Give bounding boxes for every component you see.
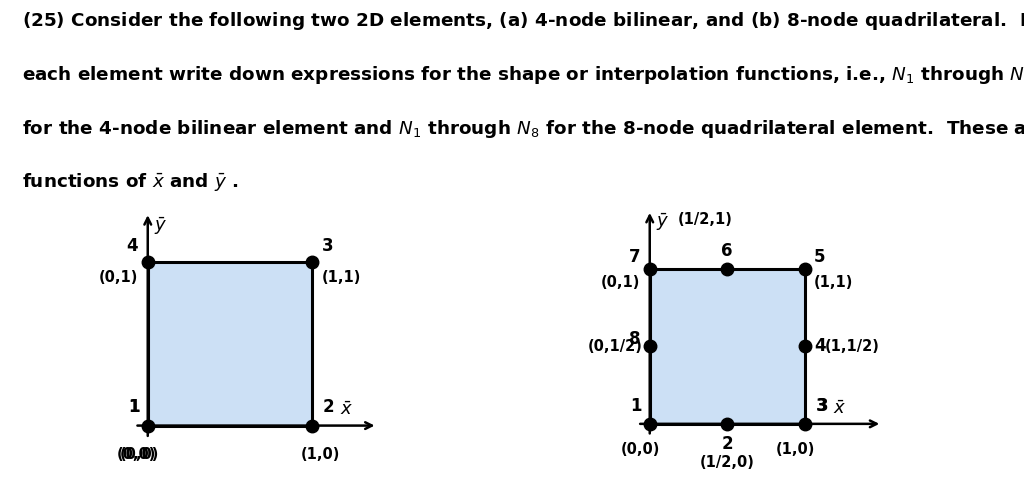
- Text: (1,0): (1,0): [776, 442, 815, 458]
- Text: (0,1/2): (0,1/2): [588, 339, 643, 354]
- Text: 3: 3: [815, 396, 827, 414]
- Text: $\bar{y}$: $\bar{y}$: [656, 212, 670, 233]
- Polygon shape: [650, 269, 805, 424]
- Text: (1,1): (1,1): [322, 270, 361, 285]
- Polygon shape: [147, 261, 311, 426]
- Text: (1/2,1): (1/2,1): [678, 212, 732, 227]
- Text: 6: 6: [722, 242, 733, 259]
- Text: $\mathbf{(25)}$ Consider the following two 2D elements, (a) 4-node bilinear, and: $\mathbf{(25)}$ Consider the following t…: [23, 10, 1024, 32]
- Text: 4: 4: [126, 237, 138, 255]
- Text: (0,0): (0,0): [120, 447, 160, 462]
- Text: (1/2,0): (1/2,0): [699, 455, 755, 470]
- Text: 3: 3: [322, 237, 333, 255]
- Text: (0,0): (0,0): [117, 447, 156, 462]
- Text: 4: 4: [814, 337, 825, 356]
- Text: $\mathbf{3}$: $\mathbf{3}$: [815, 396, 827, 414]
- Text: (0,0): (0,0): [621, 442, 660, 458]
- Text: 1: 1: [128, 398, 139, 416]
- Text: for the 4-node bilinear element and $N_1$ through $N_8$ for the 8-node quadrilat: for the 4-node bilinear element and $N_1…: [23, 118, 1024, 139]
- Text: $\bar{x}$: $\bar{x}$: [340, 401, 353, 419]
- Text: $\bar{x}$: $\bar{x}$: [833, 400, 846, 418]
- Text: 7: 7: [629, 248, 640, 266]
- Text: each element write down expressions for the shape or interpolation functions, i.: each element write down expressions for …: [23, 64, 1024, 86]
- Text: (0,1): (0,1): [601, 275, 640, 290]
- Text: $\mathbf{2}$: $\mathbf{2}$: [322, 398, 334, 416]
- Text: 8: 8: [629, 330, 640, 348]
- Text: 1: 1: [128, 398, 139, 416]
- Text: (1,1): (1,1): [814, 275, 853, 290]
- Text: (1,0): (1,0): [300, 447, 340, 462]
- Text: 2: 2: [721, 435, 733, 453]
- Text: 5: 5: [814, 248, 825, 266]
- Text: $\bar{y}$: $\bar{y}$: [155, 216, 168, 237]
- Text: (0,1): (0,1): [98, 270, 138, 285]
- Text: functions of $\bar{x}$ and $\bar{y}$ .: functions of $\bar{x}$ and $\bar{y}$ .: [23, 171, 240, 193]
- Text: 1: 1: [631, 396, 642, 414]
- Text: (1,1/2): (1,1/2): [824, 339, 880, 354]
